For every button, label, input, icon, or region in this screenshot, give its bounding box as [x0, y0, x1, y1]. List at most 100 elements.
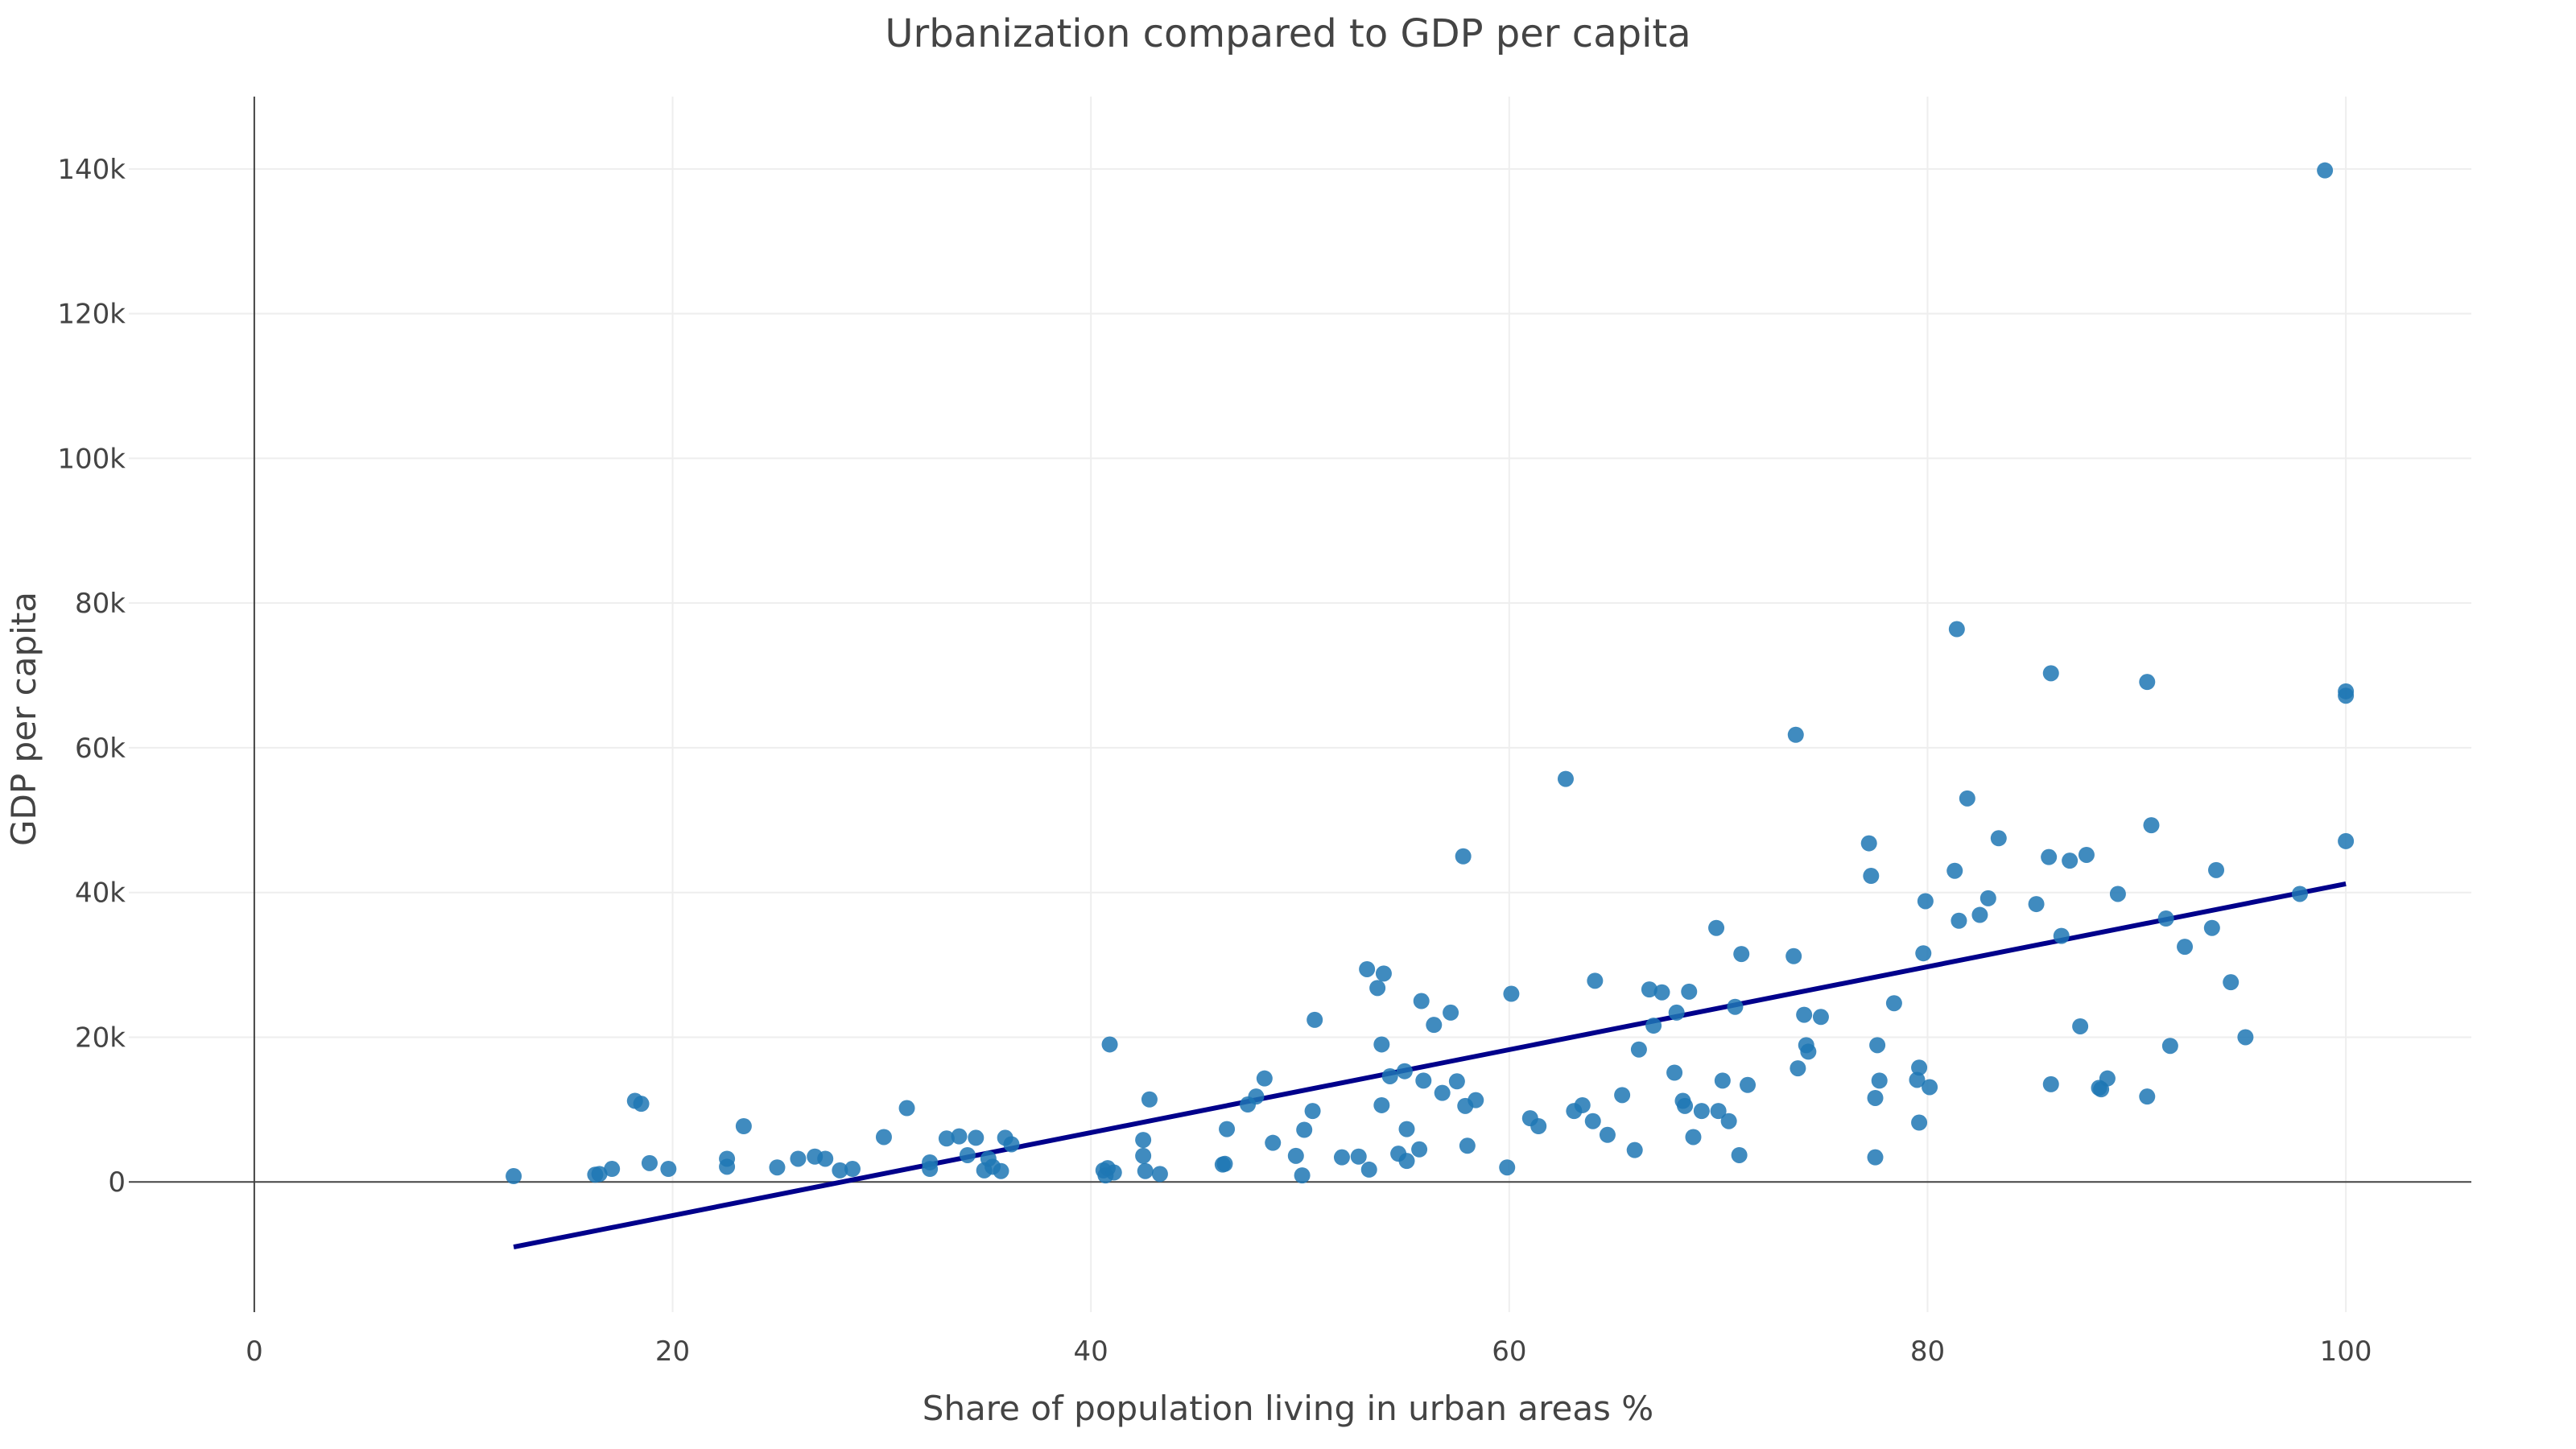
data-point — [1287, 1147, 1304, 1164]
x-tick-label: 20 — [655, 1335, 690, 1368]
data-point — [951, 1128, 968, 1145]
data-point — [1863, 868, 1880, 885]
y-tick-label: 40k — [75, 877, 126, 910]
data-point — [1693, 1103, 1710, 1120]
data-point — [1141, 1091, 1158, 1108]
data-point — [1948, 621, 1965, 638]
data-point — [1959, 790, 1975, 807]
data-point — [1867, 1149, 1884, 1166]
data-point — [1265, 1134, 1282, 1151]
data-point — [2338, 687, 2355, 704]
data-point — [1396, 1063, 1413, 1080]
data-point — [1468, 1092, 1484, 1108]
data-point — [660, 1161, 677, 1178]
y-tick-label: 100k — [57, 443, 126, 475]
y-tick-label: 20k — [75, 1022, 126, 1054]
data-point — [1530, 1118, 1547, 1135]
data-point — [1860, 835, 1877, 852]
data-point — [1135, 1147, 1152, 1164]
data-point — [2053, 927, 2070, 944]
data-point — [844, 1161, 861, 1178]
x-tick-label: 40 — [1074, 1335, 1108, 1368]
data-point — [1434, 1084, 1451, 1101]
y-tick-label: 120k — [57, 299, 126, 331]
data-point — [968, 1129, 985, 1146]
data-point — [633, 1096, 650, 1113]
data-point — [1614, 1087, 1631, 1104]
data-point — [2237, 1029, 2254, 1046]
data-point — [1455, 848, 1472, 865]
data-point — [1584, 1113, 1601, 1129]
data-point — [2078, 846, 2095, 863]
x-tick-labels: 0 20 40 60 80 100 — [246, 1335, 2372, 1368]
data-point — [2317, 162, 2334, 179]
data-point — [1677, 1097, 1694, 1114]
data-point — [1599, 1126, 1616, 1143]
data-point — [1381, 1067, 1398, 1084]
data-point — [1411, 1141, 1428, 1158]
data-point — [1333, 1149, 1350, 1166]
data-point — [1294, 1167, 1311, 1184]
data-point — [2143, 817, 2160, 834]
data-point — [1369, 980, 1386, 997]
trendline — [513, 881, 2347, 1250]
data-point — [2203, 919, 2220, 936]
data-point — [1443, 1004, 1459, 1021]
data-point — [1946, 862, 1963, 879]
data-point — [1790, 1060, 1806, 1077]
data-point — [1990, 830, 2007, 847]
data-point — [1871, 1072, 1888, 1089]
y-tick-label: 80k — [75, 588, 126, 620]
data-point — [719, 1158, 736, 1175]
data-point — [2177, 939, 2194, 956]
data-point — [1503, 985, 1520, 1002]
data-point — [2072, 1018, 2089, 1034]
x-tick-label: 60 — [1492, 1335, 1526, 1368]
data-point — [2062, 852, 2079, 869]
x-axis-title: Share of population living in urban area… — [923, 1389, 1653, 1428]
data-point — [875, 1129, 892, 1146]
data-point — [993, 1162, 1009, 1179]
data-point — [1979, 890, 1996, 906]
data-point — [1360, 1161, 1377, 1178]
data-point — [1373, 1096, 1390, 1113]
data-point — [1885, 995, 1902, 1012]
x-tick-label: 0 — [246, 1335, 263, 1368]
data-point — [1800, 1043, 1817, 1060]
data-point — [2139, 1088, 2156, 1105]
data-point — [898, 1100, 915, 1117]
data-point — [1915, 945, 1932, 962]
data-point — [769, 1159, 786, 1176]
data-point — [2042, 665, 2059, 682]
data-point — [735, 1118, 752, 1135]
data-point — [1630, 1041, 1647, 1058]
x-tick-label: 80 — [1910, 1335, 1945, 1368]
data-point — [1557, 770, 1574, 787]
data-point — [1787, 726, 1804, 743]
data-point — [1917, 893, 1934, 910]
data-point — [1971, 906, 1988, 923]
data-point — [1731, 1146, 1748, 1163]
data-point — [1869, 1037, 1886, 1054]
data-point — [1135, 1132, 1152, 1149]
data-point — [591, 1166, 608, 1183]
data-point — [2208, 861, 2225, 878]
data-point — [1685, 1129, 1702, 1146]
data-point — [1105, 1164, 1122, 1181]
data-point — [2157, 910, 2174, 927]
data-point — [641, 1154, 658, 1171]
data-point — [2161, 1038, 2178, 1055]
data-point — [1359, 960, 1376, 977]
data-point — [1922, 1079, 1938, 1096]
data-point — [1740, 1076, 1757, 1093]
data-point — [1909, 1071, 1926, 1088]
data-point — [2139, 674, 2156, 691]
data-point — [1373, 1036, 1390, 1053]
data-point — [1219, 1121, 1236, 1137]
data-point — [1459, 1137, 1476, 1154]
y-axis-title: GDP per capita — [4, 592, 43, 846]
data-point — [1398, 1121, 1415, 1137]
data-point — [1304, 1103, 1321, 1120]
data-point — [506, 1168, 522, 1185]
data-point — [1668, 1004, 1685, 1021]
